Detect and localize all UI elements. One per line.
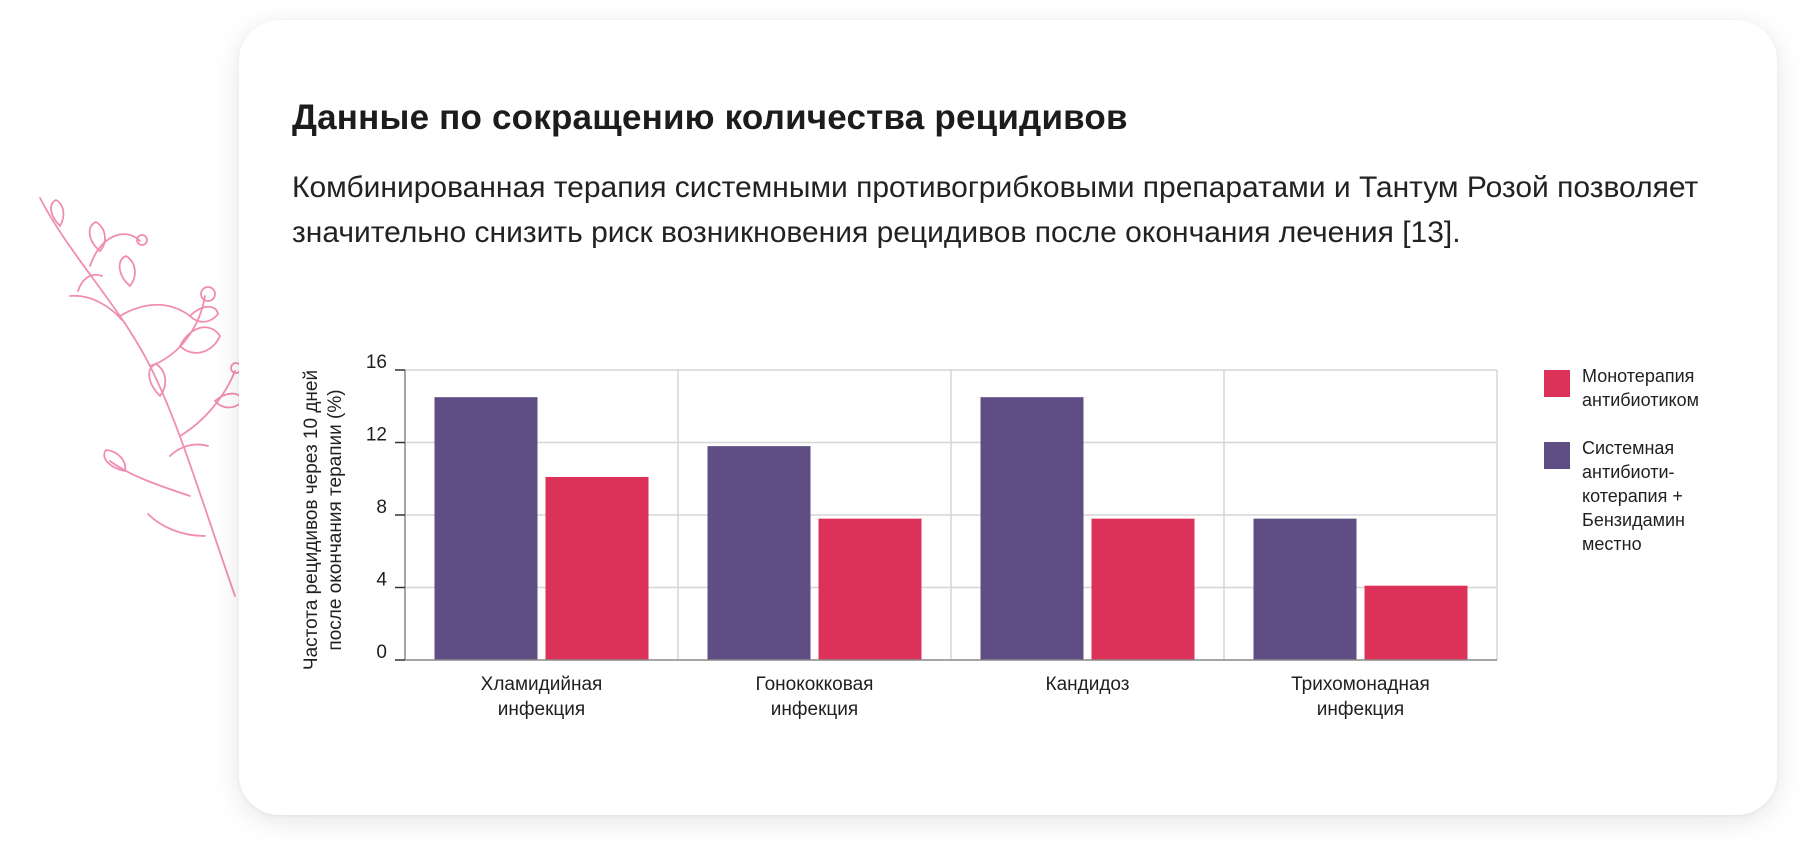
bar-combo-1 <box>707 446 811 660</box>
legend-swatch-mono <box>1544 370 1570 397</box>
bar-mono-1 <box>818 518 922 660</box>
bar-chart: 0 4 8 12 16 Хламидийная инфекция Гонококковая ин… <box>301 352 1699 720</box>
y-axis-title-0: Частота рецидивов через 10 дней <box>301 370 322 670</box>
bar-combo-2 <box>980 397 1084 660</box>
y-tick-label-4: 4 <box>376 570 387 591</box>
section-title: Данные по сокращению количества рецидиво… <box>292 98 1128 137</box>
bar-mono-2 <box>1091 518 1195 660</box>
y-tick-label-8: 8 <box>376 497 387 518</box>
bar-combo-3 <box>1253 518 1357 660</box>
legend-label-combo-2: котерапия + <box>1582 486 1683 506</box>
legend-label-mono-0: Монотерапия <box>1582 366 1694 386</box>
legend-label-mono-1: антибиотиком <box>1582 390 1699 410</box>
x-tick-label-3-0: Трихомонадная <box>1291 674 1430 695</box>
legend-label-combo-0: Системная <box>1582 438 1674 458</box>
y-axis-title-1: после окончания терапии (%) <box>325 389 346 650</box>
y-tick-label-0: 0 <box>376 642 387 663</box>
bar-mono-3 <box>1364 585 1468 660</box>
legend-label-combo-3: Бензидамин <box>1582 510 1685 530</box>
x-tick-label-0-1: инфекция <box>498 699 585 720</box>
floral-decoration <box>39 197 243 597</box>
x-tick-label-2-0: Кандидоз <box>1046 674 1130 695</box>
legend-label-combo-4: местно <box>1582 534 1642 554</box>
y-tick-label-12: 12 <box>366 425 387 446</box>
legend-swatch-combo <box>1544 442 1570 469</box>
legend-label-combo-1: антибиоти- <box>1582 462 1675 482</box>
x-tick-label-3-1: инфекция <box>1317 699 1404 720</box>
x-tick-label-1-1: инфекция <box>771 699 858 720</box>
bar-mono-0 <box>545 476 649 660</box>
x-tick-label-0-0: Хламидийная <box>481 674 603 695</box>
section-description: Комбинированная терапия системными проти… <box>292 171 1699 249</box>
y-tick-label-16: 16 <box>366 352 387 373</box>
x-tick-label-1-0: Гонококковая <box>756 674 874 695</box>
bar-combo-0 <box>434 397 538 660</box>
info-card: Данные по сокращению количества рецидиво… <box>239 20 1777 815</box>
